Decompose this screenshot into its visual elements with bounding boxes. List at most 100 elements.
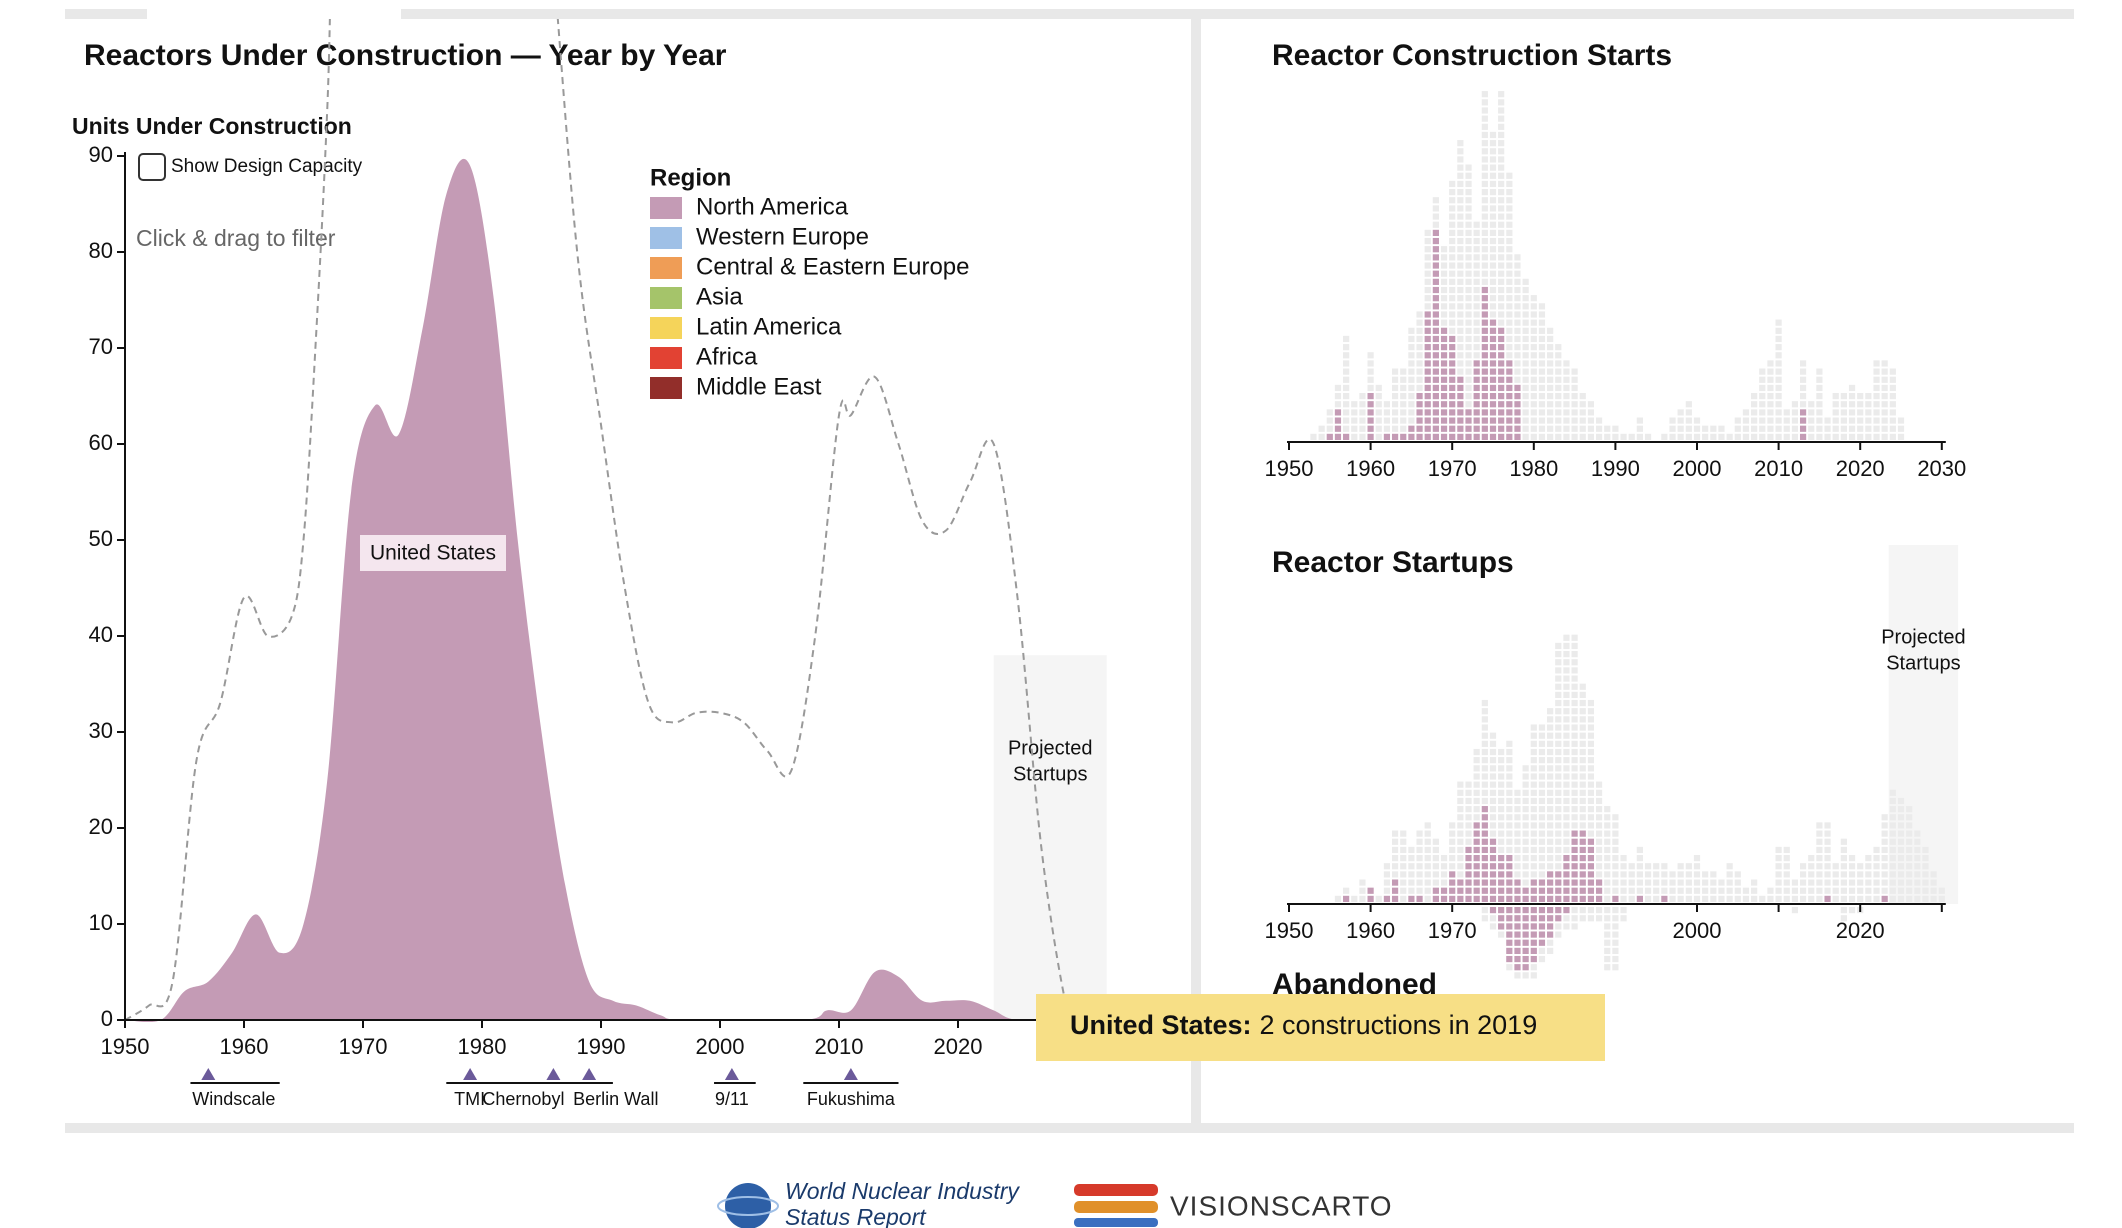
- unit-square: [1612, 939, 1619, 946]
- unit-square: [1416, 384, 1423, 392]
- unit-square: [1571, 384, 1578, 392]
- legend-swatch[interactable]: [650, 257, 682, 279]
- unit-square: [1530, 417, 1537, 424]
- year-column: [1555, 907, 1562, 938]
- unit-square: [1742, 417, 1750, 424]
- unit-square: [1530, 319, 1537, 326]
- year-column: [1595, 781, 1603, 902]
- unit-square: [1857, 425, 1864, 432]
- legend-swatch[interactable]: [650, 377, 682, 399]
- unit-square: [1506, 384, 1513, 392]
- unit-square: [1897, 879, 1905, 886]
- unit-square: [1775, 887, 1782, 894]
- unit-square: [1514, 262, 1521, 269]
- unit-square: [1759, 895, 1766, 902]
- year-column: [1555, 344, 1562, 440]
- unit-square: [1571, 691, 1578, 698]
- unit-square: [1489, 740, 1497, 747]
- unit-square: [1775, 319, 1782, 326]
- unit-square: [1522, 931, 1529, 938]
- unit-square: [1359, 879, 1366, 886]
- legend-swatch[interactable]: [650, 347, 682, 369]
- unit-square: [1547, 433, 1554, 440]
- waffle-charts[interactable]: 1950 1960 1970 1980 1990 2000 2010 2020 2030Proj…: [1265, 91, 1967, 979]
- unit-square: [1759, 417, 1766, 424]
- year-column: [1498, 907, 1505, 938]
- unit-square: [1473, 303, 1480, 310]
- unit-square: [1767, 409, 1774, 416]
- unit-square: [1498, 172, 1505, 179]
- unit-square: [1489, 148, 1497, 155]
- unit-square: [1530, 955, 1537, 963]
- unit-square: [1449, 344, 1456, 351]
- unit-square: [1506, 237, 1513, 245]
- unit-square: [1498, 855, 1505, 862]
- unit-square: [1465, 806, 1472, 813]
- unit-square: [1555, 708, 1562, 715]
- unit-square: [1498, 189, 1505, 196]
- unit-square: [1873, 401, 1880, 408]
- unit-square: [1514, 409, 1521, 416]
- unit-square: [1465, 270, 1472, 277]
- unit-square: [1489, 895, 1497, 902]
- legend-swatch[interactable]: [650, 317, 682, 339]
- unit-square: [1481, 254, 1488, 261]
- unit-square: [1661, 863, 1668, 870]
- unit-square: [1465, 295, 1472, 302]
- unit-square: [1604, 931, 1611, 938]
- unit-square: [1514, 939, 1521, 946]
- unit-square: [1799, 433, 1807, 440]
- unit-square: [1530, 887, 1537, 894]
- unit-square: [1832, 895, 1839, 902]
- unit-square: [1514, 838, 1521, 845]
- unit-square: [1522, 286, 1529, 294]
- unit-square: [1587, 765, 1595, 772]
- year-column: [1579, 683, 1586, 902]
- checkbox-label[interactable]: Show Design Capacity: [171, 156, 363, 177]
- legend-swatch[interactable]: [650, 197, 682, 219]
- unit-square: [1530, 939, 1537, 946]
- unit-square: [1489, 748, 1497, 756]
- checkbox[interactable]: [138, 153, 166, 181]
- unit-square: [1628, 887, 1635, 894]
- unit-square: [1506, 270, 1513, 277]
- unit-square: [1449, 368, 1456, 375]
- unit-square: [1857, 879, 1864, 886]
- unit-square: [1375, 417, 1382, 424]
- unit-square: [1343, 344, 1350, 351]
- unit-square: [1555, 895, 1562, 902]
- unit-square: [1742, 887, 1750, 894]
- legend-swatch[interactable]: [650, 227, 682, 249]
- unit-square: [1408, 433, 1415, 440]
- unit-square: [1465, 180, 1472, 188]
- unit-square: [1571, 433, 1578, 440]
- unit-square: [1816, 838, 1823, 845]
- year-column: [1718, 425, 1725, 440]
- unit-square: [1522, 964, 1529, 971]
- unit-square: [1547, 931, 1554, 938]
- unit-square: [1685, 433, 1692, 440]
- unit-square: [1506, 765, 1513, 772]
- unit-square: [1465, 409, 1472, 416]
- unit-square: [1530, 789, 1537, 796]
- unit-square: [1775, 384, 1782, 392]
- unit-square: [1432, 838, 1439, 845]
- legend-swatch[interactable]: [650, 287, 682, 309]
- unit-square: [1481, 156, 1488, 163]
- unit-square: [1440, 368, 1448, 375]
- unit-square: [1767, 384, 1774, 392]
- unit-square: [1514, 923, 1521, 930]
- unit-square: [1587, 409, 1595, 416]
- unit-square: [1881, 887, 1888, 894]
- unit-square: [1440, 303, 1448, 310]
- y-tick-label: 70: [89, 334, 113, 359]
- unit-square: [1547, 384, 1554, 392]
- unit-square: [1481, 871, 1488, 878]
- tab[interactable]: [147, 9, 401, 19]
- unit-square: [1343, 368, 1350, 375]
- unit-square: [1440, 863, 1448, 870]
- unit-square: [1906, 806, 1913, 813]
- unit-square: [1889, 368, 1896, 375]
- unit-square: [1881, 871, 1888, 878]
